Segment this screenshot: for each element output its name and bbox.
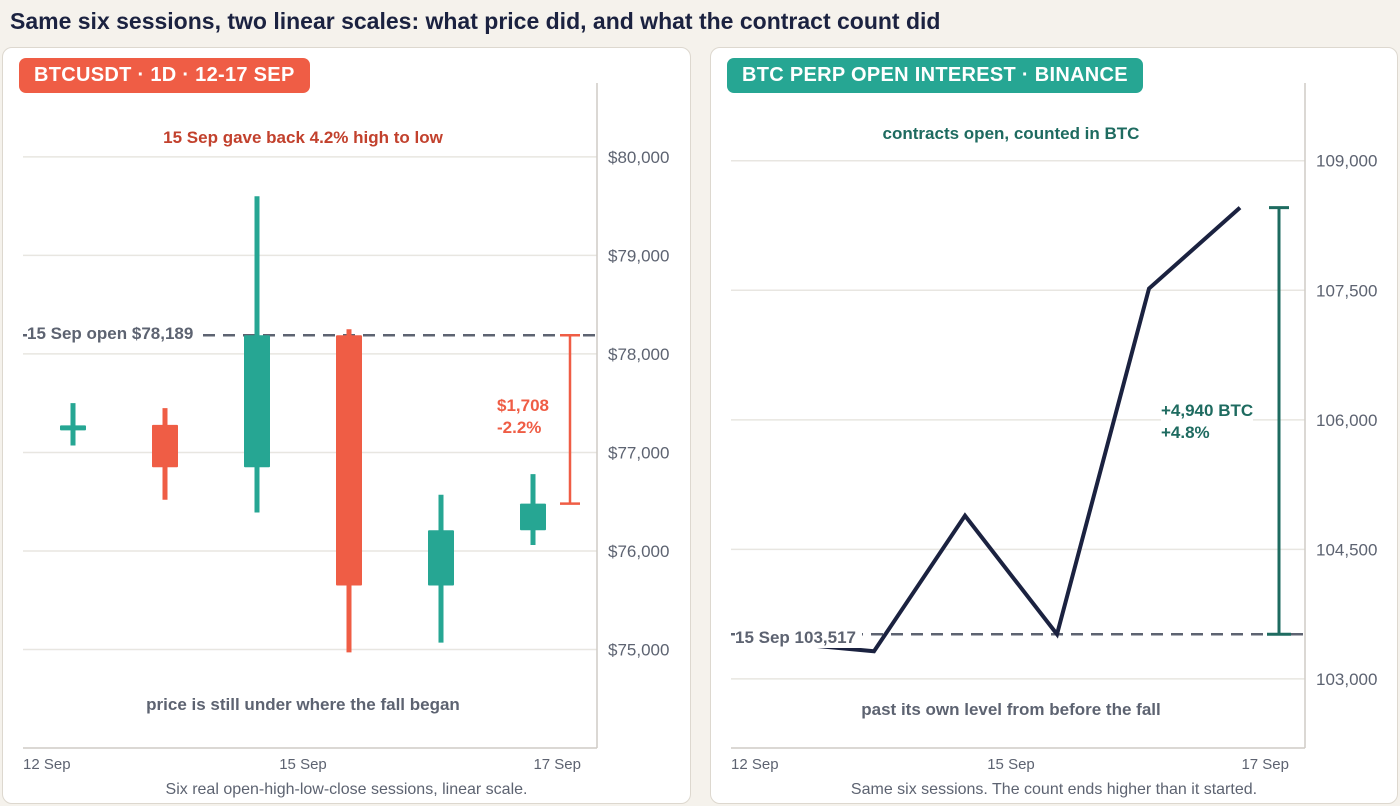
open-interest-panel: 103,000 104,500 106,000 107,500 109,000 12 S… — [710, 47, 1398, 804]
oi-y-axis: 103,000 104,500 106,000 107,500 109,000 — [1316, 152, 1377, 689]
price-candle-body — [336, 335, 362, 586]
oi-x-tick-label: 12 Sep — [731, 756, 779, 773]
oi-x-tick-label: 15 Sep — [987, 756, 1035, 773]
price-y-tick-label: $79,000 — [608, 246, 669, 265]
price-candle-body — [428, 530, 454, 586]
price-y-tick-label: $76,000 — [608, 542, 669, 561]
price-delta-label: $1,708 -2.2% — [497, 395, 549, 439]
price-chart-panel: $75,000 $76,000 $77,000 $78,000 $79,000 $80,0… — [2, 47, 691, 804]
oi-footer-note: Same six sessions. The count ends higher… — [850, 781, 1258, 798]
price-candle-body — [520, 503, 546, 531]
price-x-axis: 12 Sep 15 Sep 17 Sep — [23, 756, 581, 773]
price-candle — [152, 408, 178, 500]
price-delta-percent: -2.2% — [497, 418, 542, 437]
price-candles — [60, 196, 546, 653]
price-gridlines — [23, 156, 597, 651]
oi-delta-bracket — [1267, 206, 1291, 636]
page-title: Same six sessions, two linear scales: wh… — [10, 8, 941, 34]
oi-delta-label: +4,940 BTC +4.8% — [1161, 400, 1254, 444]
oi-y-tick-label: 107,500 — [1316, 281, 1377, 300]
oi-y-tick-label: 106,000 — [1316, 411, 1377, 430]
oi-y-tick-label: 109,000 — [1316, 152, 1377, 171]
price-candle-body — [60, 425, 86, 431]
oi-x-tick-label: 17 Sep — [1241, 756, 1289, 773]
price-reference-label: 15 Sep open $78,189 — [27, 324, 200, 345]
price-candle — [336, 329, 362, 653]
oi-series-line — [780, 206, 1242, 654]
price-chart-badge: BTCUSDT · 1D · 12-17 SEP — [19, 58, 310, 93]
price-candle — [428, 494, 454, 643]
oi-y-tick-label: 104,500 — [1316, 540, 1377, 559]
oi-chart-badge: BTC PERP OPEN INTEREST · BINANCE — [727, 58, 1143, 93]
price-delta-value: $1,708 — [497, 396, 549, 415]
oi-annotation-bottom: past its own level from before the fall — [861, 700, 1161, 719]
price-x-tick-label: 15 Sep — [279, 756, 327, 773]
price-footer-note: Six real open-high-low-close sessions, l… — [165, 781, 528, 798]
price-candle-body — [152, 424, 178, 468]
oi-y-tick-label: 103,000 — [1316, 670, 1377, 689]
oi-delta-value: +4,940 BTC — [1161, 401, 1254, 420]
price-candle — [244, 196, 270, 513]
price-y-tick-label: $80,000 — [608, 148, 669, 167]
price-y-tick-label: $77,000 — [608, 443, 669, 462]
price-delta-bracket — [560, 334, 580, 505]
price-x-tick-label: 17 Sep — [533, 756, 581, 773]
oi-delta-percent: +4.8% — [1161, 423, 1210, 442]
price-annotation-bottom: price is still under where the fall bega… — [146, 695, 460, 714]
price-candle — [520, 474, 546, 546]
price-x-tick-label: 12 Sep — [23, 756, 71, 773]
price-candle-body — [244, 335, 270, 468]
price-y-tick-label: $75,000 — [608, 640, 669, 659]
price-y-tick-label: $78,000 — [608, 345, 669, 364]
price-candle — [60, 403, 86, 446]
oi-x-axis: 12 Sep 15 Sep 17 Sep — [731, 756, 1289, 773]
open-interest-line-chart: 103,000 104,500 106,000 107,500 109,000 12 S… — [731, 83, 1377, 773]
price-annotation-top: 15 Sep gave back 4.2% high to low — [163, 128, 443, 147]
oi-annotation-top: contracts open, counted in BTC — [882, 124, 1140, 143]
oi-reference-label: 15 Sep 103,517 — [735, 628, 862, 649]
price-candlestick-chart: $75,000 $76,000 $77,000 $78,000 $79,000 $80,0… — [23, 83, 669, 773]
price-y-axis: $75,000 $76,000 $77,000 $78,000 $79,000 $80,0… — [608, 148, 669, 660]
